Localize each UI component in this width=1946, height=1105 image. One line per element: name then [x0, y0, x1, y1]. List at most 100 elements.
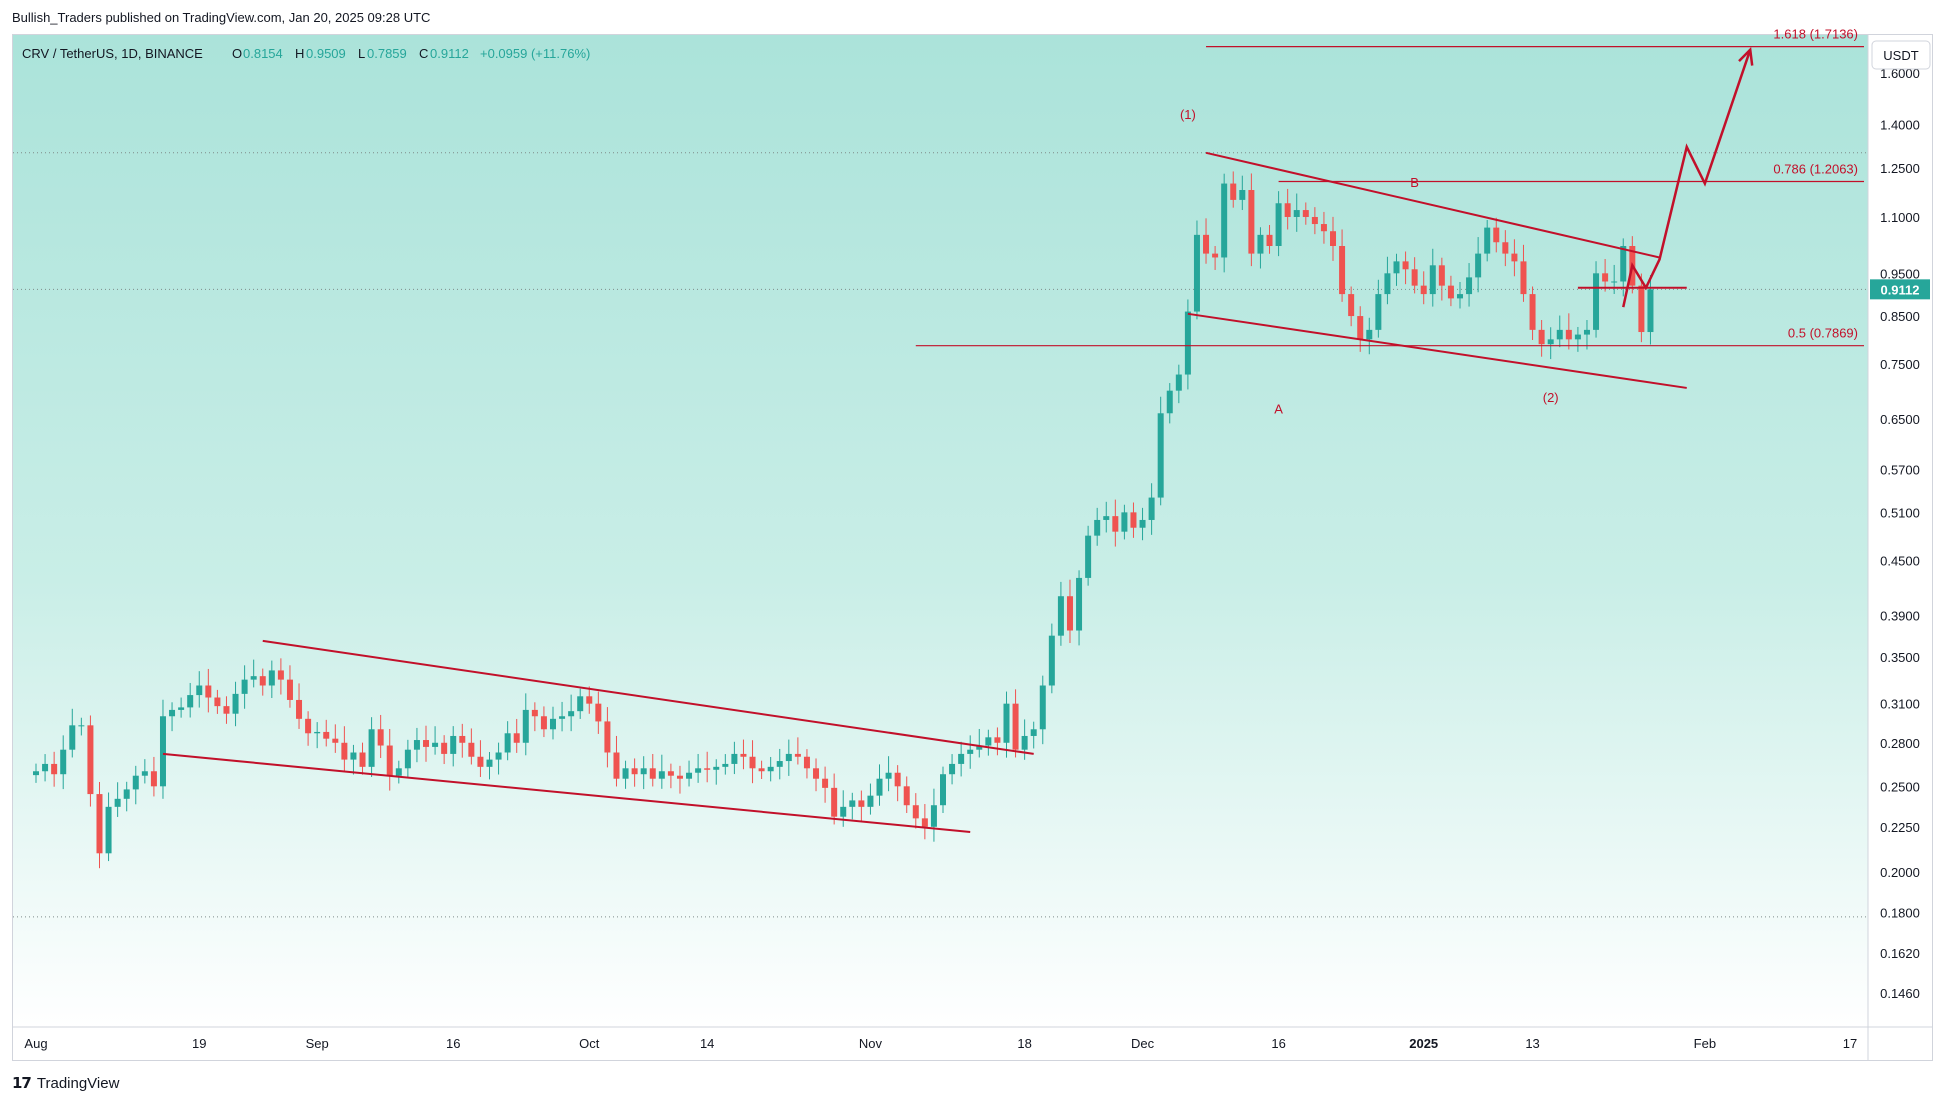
candle-body — [323, 731, 330, 739]
candle-body — [1112, 516, 1119, 532]
candle — [259, 668, 266, 696]
candle-body — [459, 735, 466, 743]
candle — [876, 764, 883, 806]
candle-body — [1602, 273, 1609, 282]
candle — [1048, 623, 1055, 694]
candle — [1593, 261, 1600, 338]
candle-body — [758, 768, 765, 772]
candle — [758, 760, 765, 780]
fib-level-label: 0.5 (0.7869) — [1788, 326, 1858, 341]
candle — [1066, 579, 1073, 644]
candle — [141, 759, 148, 784]
candle — [232, 681, 239, 727]
candle — [849, 792, 856, 820]
candle — [1647, 275, 1654, 345]
candle — [268, 660, 275, 698]
candle-body — [1565, 329, 1572, 340]
candle — [33, 763, 39, 783]
candle-body — [1184, 311, 1191, 375]
candle-body — [749, 756, 756, 769]
candle-body — [486, 759, 493, 767]
candle-body — [1284, 203, 1291, 217]
candle-body — [150, 771, 157, 787]
tradingview-logo-icon: 𝟭𝟳 — [12, 1075, 32, 1092]
candle-body — [214, 697, 221, 707]
candle-body — [976, 745, 983, 750]
x-axis-tick-label: 19 — [192, 1036, 206, 1051]
candle-body — [867, 795, 874, 807]
candle — [1302, 202, 1309, 225]
candle-body — [1221, 183, 1228, 258]
candle-body — [1429, 265, 1436, 295]
candle — [1357, 306, 1364, 352]
upper-channel-bottom-line — [1187, 312, 1687, 389]
candle — [740, 739, 747, 770]
candle — [640, 756, 647, 790]
candle — [1420, 271, 1427, 305]
candle — [586, 686, 593, 714]
candle-body — [223, 706, 230, 714]
candle — [277, 658, 284, 695]
candle — [450, 726, 457, 767]
candle — [1076, 570, 1083, 646]
candle — [150, 756, 157, 797]
candle — [540, 706, 547, 738]
candle — [241, 665, 248, 709]
candle — [60, 735, 67, 790]
y-axis-tick-label: 0.1460 — [1880, 986, 1920, 1001]
candle — [813, 758, 820, 792]
footer-brand-label: TradingView — [36, 1074, 120, 1092]
candle-body — [1311, 216, 1318, 225]
candle-body — [522, 709, 529, 743]
candle-body — [894, 772, 901, 787]
candle — [477, 740, 484, 777]
candle-body — [1275, 203, 1282, 246]
currency-box[interactable] — [1871, 40, 1931, 70]
last-price-label: 0.9112 — [1880, 282, 1919, 297]
candle-body — [531, 709, 538, 717]
x-axis-tick-label: Sep — [306, 1036, 329, 1051]
candle-body — [958, 753, 965, 764]
candle — [495, 742, 502, 775]
candle-body — [803, 756, 810, 769]
candle-body — [341, 742, 348, 760]
candle — [1556, 315, 1563, 348]
y-axis-tick-label: 0.8500 — [1880, 309, 1920, 324]
candle — [1466, 263, 1473, 307]
candle — [1239, 175, 1246, 211]
candle — [1429, 248, 1436, 307]
candle-body — [686, 772, 693, 779]
candle — [332, 724, 339, 753]
candle — [159, 699, 166, 799]
candle-body — [187, 695, 194, 708]
y-axis-tick-label: 0.1620 — [1880, 946, 1920, 961]
y-axis-tick-label: 0.2800 — [1880, 736, 1920, 751]
candle — [341, 726, 348, 773]
candle — [359, 742, 366, 775]
candle — [1057, 581, 1064, 646]
currency-label: USDT — [1883, 48, 1918, 63]
candle-body — [205, 685, 212, 698]
candle — [1602, 258, 1609, 292]
candle-body — [232, 693, 239, 714]
x-axis-tick-label: 16 — [1271, 1036, 1285, 1051]
lower-channel-bottom-line — [162, 752, 971, 833]
candle-body — [1574, 334, 1581, 340]
candle — [1538, 320, 1545, 357]
candle-body — [840, 806, 847, 817]
svg-text:0.7859: 0.7859 — [367, 46, 407, 61]
candle-body — [169, 709, 176, 717]
footer-brand[interactable]: 𝟭𝟳 TradingView — [12, 1074, 120, 1093]
candle-body — [377, 729, 384, 746]
candle — [595, 691, 602, 734]
candle — [1366, 317, 1373, 355]
candle-body — [1611, 281, 1618, 283]
candle-body — [577, 696, 584, 712]
svg-text:L: L — [358, 46, 365, 61]
candle-body — [241, 679, 248, 694]
candle — [1212, 245, 1219, 270]
fib-level-label: 1.618 (1.7136) — [1773, 27, 1858, 42]
candle — [1094, 507, 1101, 546]
candle-body — [967, 749, 974, 754]
